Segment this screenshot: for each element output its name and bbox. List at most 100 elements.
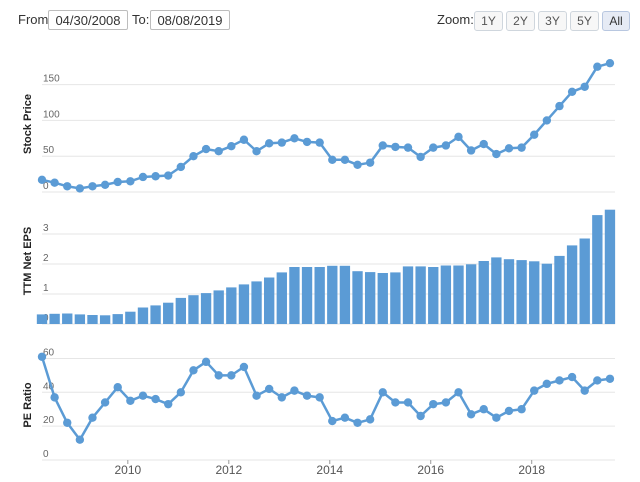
data-point: [100, 398, 110, 407]
data-point: [164, 399, 173, 409]
eps-bar: [566, 245, 578, 324]
eps-bar: [175, 297, 187, 324]
data-point: [264, 139, 274, 148]
data-point: [214, 371, 223, 380]
data-point: [340, 413, 350, 422]
from-date-input[interactable]: [48, 10, 128, 30]
data-point: [201, 144, 211, 154]
eps-bar: [579, 238, 590, 324]
data-point: [542, 379, 552, 389]
data-point: [50, 393, 59, 402]
eps-bar: [478, 261, 489, 324]
y-tick-label: 3: [43, 223, 49, 234]
eps-bar: [49, 313, 60, 324]
data-point: [466, 146, 476, 155]
data-point: [479, 139, 488, 149]
data-point: [542, 116, 552, 125]
data-point: [492, 413, 501, 422]
data-point: [37, 352, 47, 361]
data-point: [353, 418, 362, 427]
eps-bar: [163, 302, 174, 324]
data-point: [504, 406, 514, 416]
data-point: [454, 132, 463, 142]
data-point: [50, 178, 59, 187]
eps-bar: [529, 261, 540, 324]
x-axis: 2010 2012 2014 2016 2018: [114, 460, 545, 477]
data-point: [416, 411, 425, 421]
data-point: [315, 138, 324, 147]
eps-bar: [377, 273, 388, 324]
eps-bar: [503, 259, 515, 324]
zoom-label: Zoom:: [437, 12, 474, 27]
y-axis-label: TTM Net EPS: [22, 227, 34, 295]
data-point: [264, 384, 274, 394]
data-point: [189, 152, 198, 161]
eps-bar: [99, 315, 111, 324]
y-tick-label: 2: [43, 253, 49, 264]
eps-bar: [415, 266, 426, 324]
pe-ratio-panel: 0 20 40 60 PE Ratio: [22, 347, 615, 461]
data-point: [441, 398, 451, 407]
data-point: [239, 135, 249, 144]
eps-bar: [327, 265, 338, 324]
data-point: [151, 394, 160, 404]
data-point: [517, 143, 526, 152]
eps-bar: [276, 272, 287, 324]
data-point: [138, 391, 148, 400]
data-point: [605, 374, 615, 383]
eps-bar: [364, 272, 376, 324]
data-point: [328, 416, 337, 426]
eps-bar: [453, 265, 464, 324]
y-axis-label: Stock Price: [22, 94, 34, 154]
eps-bar: [314, 267, 325, 324]
eps-bar: [87, 315, 98, 324]
data-point: [290, 134, 299, 143]
x-tick-label: 2010: [114, 463, 141, 477]
data-point: [176, 162, 186, 172]
data-point: [126, 396, 135, 405]
data-point: [252, 391, 261, 400]
data-point: [593, 376, 602, 385]
zoom-3y-button[interactable]: 3Y: [538, 11, 567, 31]
data-point: [138, 172, 148, 182]
zoom-1y-button[interactable]: 1Y: [474, 11, 503, 31]
series-line: [41, 61, 611, 190]
data-point: [201, 357, 211, 367]
data-point: [252, 147, 261, 156]
data-point: [100, 180, 110, 190]
data-point: [530, 386, 539, 395]
zoom-all-button[interactable]: All: [602, 11, 630, 31]
data-point: [391, 398, 400, 407]
eps-bar: [62, 313, 73, 324]
eps-bar: [491, 257, 502, 324]
data-point: [113, 177, 122, 187]
y-tick-label: 0: [43, 449, 49, 460]
eps-bar: [264, 277, 275, 324]
data-point: [391, 142, 400, 152]
zoom-5y-button[interactable]: 5Y: [570, 11, 599, 31]
data-point: [492, 149, 501, 159]
to-date-input[interactable]: [150, 10, 230, 30]
x-tick-label: 2014: [316, 463, 343, 477]
eps-bar: [251, 281, 262, 324]
data-point: [37, 175, 47, 185]
eps-bar: [238, 284, 250, 324]
to-label: To:: [132, 12, 150, 27]
data-point: [567, 372, 577, 382]
data-point: [580, 386, 589, 395]
eps-bar: [554, 255, 565, 324]
eps-bar: [112, 314, 123, 324]
eps-bar: [137, 307, 149, 324]
zoom-2y-button[interactable]: 2Y: [506, 11, 535, 31]
data-point: [479, 405, 488, 414]
data-point: [176, 388, 186, 397]
data-point: [378, 141, 387, 150]
series-line: [40, 356, 611, 441]
x-tick-label: 2012: [215, 463, 242, 477]
eps-bar: [200, 293, 212, 324]
data-point: [454, 388, 463, 397]
stock-price-panel: 0 50 100 150 Stock Price: [22, 58, 615, 193]
data-point: [340, 155, 350, 164]
y-tick-label: 40: [43, 381, 55, 392]
data-point: [365, 415, 375, 424]
